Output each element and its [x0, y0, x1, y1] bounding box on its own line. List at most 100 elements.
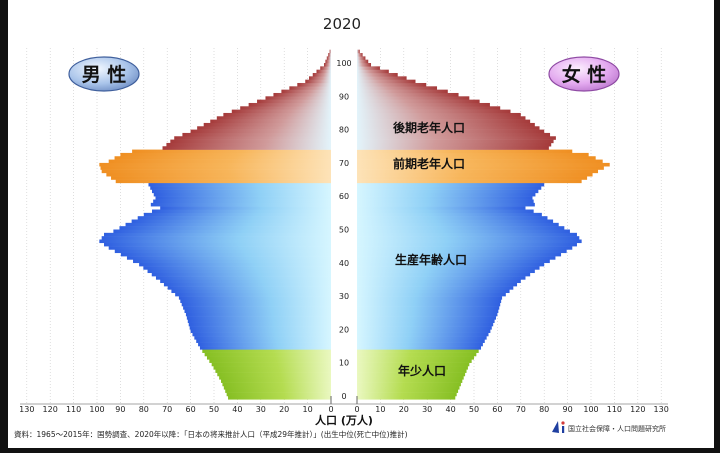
female-bar-age-4 — [357, 382, 461, 387]
x-tick-right-30: 30 — [422, 405, 432, 414]
male-bar-age-91 — [273, 92, 331, 97]
male-bar-age-69 — [100, 166, 331, 170]
female-bar-age-39 — [357, 266, 540, 270]
female-bar-age-73 — [357, 152, 589, 157]
x-tick-left-0: 0 — [328, 405, 333, 414]
female-bar-age-13 — [357, 352, 477, 357]
male-label-pill: 男 性 — [68, 56, 140, 92]
male-bar-age-24 — [186, 316, 331, 320]
female-bar-age-45 — [357, 246, 573, 250]
female-bar-age-103 — [357, 53, 363, 57]
x-tick-right-80: 80 — [539, 405, 549, 414]
female-bar-age-5 — [357, 379, 463, 383]
male-bar-age-73 — [120, 152, 332, 157]
male-bar-age-66 — [111, 176, 331, 180]
male-bar-age-101 — [325, 59, 331, 64]
female-bar-age-85 — [357, 112, 521, 117]
female-bar-age-104 — [357, 49, 360, 54]
female-bar-age-46 — [357, 242, 577, 247]
male-bar-age-4 — [222, 382, 331, 387]
male-bar-age-94 — [297, 82, 331, 87]
female-bar-age-23 — [357, 319, 495, 323]
organization-logo: 国立社会保障・人口問題研究所 — [552, 421, 666, 433]
male-bar-age-51 — [119, 226, 332, 230]
male-bar-age-58 — [150, 202, 331, 207]
male-bar-age-63 — [150, 186, 331, 190]
male-bar-age-0 — [228, 396, 331, 400]
x-tick-right-0: 0 — [354, 405, 359, 414]
male-bar-age-54 — [137, 216, 331, 220]
age-axis-labels: 0 10 20 30 40 50 60 70 80 90 100 — [336, 59, 351, 401]
female-bar-age-64 — [357, 182, 545, 187]
organization-name: 国立社会保障・人口問題研究所 — [568, 424, 666, 433]
male-bar-age-86 — [231, 109, 331, 114]
male-bar-age-82 — [203, 122, 331, 127]
x-tick-left-50: 50 — [209, 405, 219, 414]
male-bar-age-16 — [198, 342, 331, 347]
male-bar-age-12 — [206, 356, 331, 360]
source-note: 資料：1965～2015年：国勢調査、2020年以降：「日本の将来推計人口（平成… — [14, 429, 408, 439]
female-bar-age-26 — [357, 309, 499, 313]
age-tick-20: 20 — [339, 325, 349, 334]
male-bar-age-78 — [174, 136, 331, 140]
female-bar-age-40 — [357, 262, 545, 267]
female-bar-age-53 — [357, 219, 554, 224]
male-bar-age-37 — [151, 272, 331, 277]
female-bar-age-98 — [357, 69, 389, 74]
male-bar-age-100 — [323, 63, 331, 67]
female-bar-age-78 — [357, 136, 556, 140]
female-bar-age-0 — [357, 396, 456, 400]
male-bar-age-87 — [240, 106, 331, 110]
male-bar-age-93 — [289, 86, 331, 90]
male-bar-age-27 — [183, 306, 331, 310]
bars-layer — [99, 49, 610, 400]
female-bar-age-32 — [357, 289, 510, 294]
x-axis-label: 人口 (万人) — [315, 413, 373, 427]
male-bar-age-38 — [147, 269, 331, 274]
male-bar-age-48 — [101, 236, 332, 240]
x-tick-left-60: 60 — [186, 405, 196, 414]
male-bar-age-18 — [194, 336, 331, 340]
male-bar-age-72 — [114, 156, 331, 160]
female-bar-age-21 — [357, 326, 492, 330]
female-bar-age-72 — [357, 156, 596, 160]
male-bar-age-50 — [113, 229, 331, 234]
female-bar-age-17 — [357, 339, 485, 343]
age-tick-90: 90 — [339, 92, 349, 101]
male-bar-age-29 — [180, 299, 331, 304]
x-tick-left-10: 10 — [303, 405, 313, 414]
x-tick-left-100: 100 — [89, 405, 104, 414]
male-bar-age-47 — [99, 239, 331, 244]
female-bar-age-18 — [357, 336, 487, 340]
female-bar-age-77 — [357, 139, 554, 144]
female-bar-age-8 — [357, 369, 467, 373]
male-bar-age-65 — [115, 179, 331, 184]
female-bar-age-54 — [357, 216, 548, 220]
male-bar-age-31 — [175, 292, 331, 297]
x-tick-left-80: 80 — [139, 405, 149, 414]
female-bar-age-57 — [357, 206, 526, 210]
female-bar-age-87 — [357, 106, 501, 110]
female-bar-age-91 — [357, 92, 459, 97]
male-bar-age-64 — [148, 182, 331, 187]
male-bar-age-57 — [160, 206, 331, 210]
female-bar-age-93 — [357, 86, 438, 90]
female-bar-age-79 — [357, 132, 551, 137]
right-frame-border — [714, 0, 720, 453]
male-bar-age-76 — [166, 142, 331, 147]
female-bar-age-37 — [357, 272, 531, 277]
male-bar-age-71 — [108, 159, 331, 164]
female-bar-age-33 — [357, 286, 514, 290]
male-bar-age-23 — [187, 319, 331, 323]
male-bar-age-45 — [108, 246, 331, 250]
female-bar-age-36 — [357, 276, 526, 280]
male-bar-age-67 — [106, 172, 331, 177]
male-bar-age-32 — [171, 289, 331, 294]
male-label: 男 性 — [82, 63, 127, 86]
female-bar-age-63 — [357, 186, 542, 190]
group-label-working-age: 生産年齢人口 — [395, 252, 467, 267]
female-bar-age-68 — [357, 169, 599, 174]
male-bar-age-33 — [167, 286, 331, 290]
bottom-frame-border — [0, 448, 720, 453]
female-bar-age-44 — [357, 249, 567, 254]
